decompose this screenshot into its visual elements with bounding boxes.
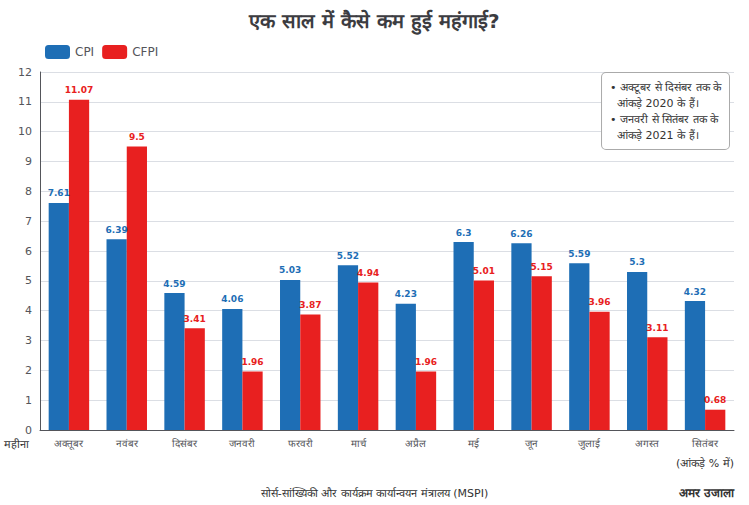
svg-text:1.96: 1.96 [241, 357, 263, 367]
svg-text:CFPI: CFPI [132, 45, 158, 59]
svg-text:8: 8 [25, 185, 32, 198]
svg-text:5.03: 5.03 [279, 265, 301, 275]
svg-text:4.59: 4.59 [163, 279, 185, 289]
svg-text:अगस्त: अगस्त [635, 438, 659, 449]
svg-text:7: 7 [25, 215, 32, 228]
svg-text:(आंकड़े % में): (आंकड़े % में) [676, 457, 734, 470]
svg-text:• अक्टूबर से दिसंबर तक के: • अक्टूबर से दिसंबर तक के [610, 81, 722, 95]
svg-text:3: 3 [25, 334, 32, 347]
svg-text:जुलाई: जुलाई [578, 438, 601, 450]
svg-text:4: 4 [25, 304, 32, 317]
svg-text:0.68: 0.68 [704, 395, 726, 405]
svg-text:जून: जून [525, 438, 538, 450]
svg-text:2: 2 [25, 364, 32, 377]
svg-text:• जनवरी से सितंबर तक के: • जनवरी से सितंबर तक के [610, 113, 719, 126]
svg-text:12: 12 [18, 66, 32, 79]
svg-text:4.32: 4.32 [684, 287, 706, 297]
svg-text:5.3: 5.3 [629, 257, 645, 267]
svg-text:1: 1 [25, 394, 32, 407]
svg-text:5.52: 5.52 [337, 251, 359, 261]
svg-text:5.01: 5.01 [473, 266, 495, 276]
svg-text:दिसंबर: दिसंबर [172, 438, 198, 449]
svg-text:4.06: 4.06 [221, 294, 243, 304]
svg-text:3.87: 3.87 [299, 300, 321, 310]
svg-text:10: 10 [18, 125, 32, 138]
svg-text:एक साल में कैसे कम हुई महंगाई?: एक साल में कैसे कम हुई महंगाई? [248, 9, 499, 35]
svg-text:नवंबर: नवंबर [116, 438, 139, 449]
svg-text:6: 6 [25, 245, 32, 258]
svg-text:अक्तूबर: अक्तूबर [54, 438, 84, 450]
svg-text:सितंबर: सितंबर [692, 438, 719, 449]
svg-text:4.23: 4.23 [395, 289, 417, 299]
svg-text:11.07: 11.07 [65, 85, 93, 95]
svg-text:6.26: 6.26 [510, 229, 532, 239]
svg-text:11: 11 [18, 95, 32, 108]
svg-text:मई: मई [468, 438, 480, 449]
svg-text:6.39: 6.39 [106, 225, 128, 235]
svg-text:3.41: 3.41 [184, 314, 206, 324]
svg-text:सोर्स-सांख्यिकी और कार्यक्रम क: सोर्स-सांख्यिकी और कार्यक्रम कार्यान्वयन… [261, 487, 488, 500]
svg-text:3.96: 3.96 [588, 297, 610, 307]
svg-text:महीना: महीना [4, 438, 29, 451]
svg-text:9: 9 [25, 155, 32, 168]
svg-text:मार्च: मार्च [351, 438, 367, 449]
svg-text:3.11: 3.11 [646, 323, 668, 333]
svg-text:आंकड़े 2020 के हैं।: आंकड़े 2020 के हैं। [610, 97, 698, 110]
svg-text:5.59: 5.59 [568, 249, 590, 259]
svg-text:1.96: 1.96 [415, 357, 437, 367]
svg-text:5: 5 [25, 274, 32, 287]
svg-text:जनवरी: जनवरी [229, 438, 255, 449]
svg-text:7.61: 7.61 [48, 188, 70, 198]
svg-text:9.5: 9.5 [129, 132, 145, 142]
svg-text:आंकड़े 2021 के हैं।: आंकड़े 2021 के हैं। [610, 129, 698, 142]
svg-text:5.15: 5.15 [531, 262, 553, 272]
svg-text:6.3: 6.3 [456, 228, 472, 238]
svg-text:फरवरी: फरवरी [288, 438, 313, 449]
svg-text:CPI: CPI [75, 45, 94, 59]
svg-text:अप्रैल: अप्रैल [405, 438, 426, 449]
svg-text:4.94: 4.94 [357, 268, 379, 278]
svg-text:अमर उजाला: अमर उजाला [679, 486, 735, 500]
svg-text:0: 0 [25, 424, 32, 437]
